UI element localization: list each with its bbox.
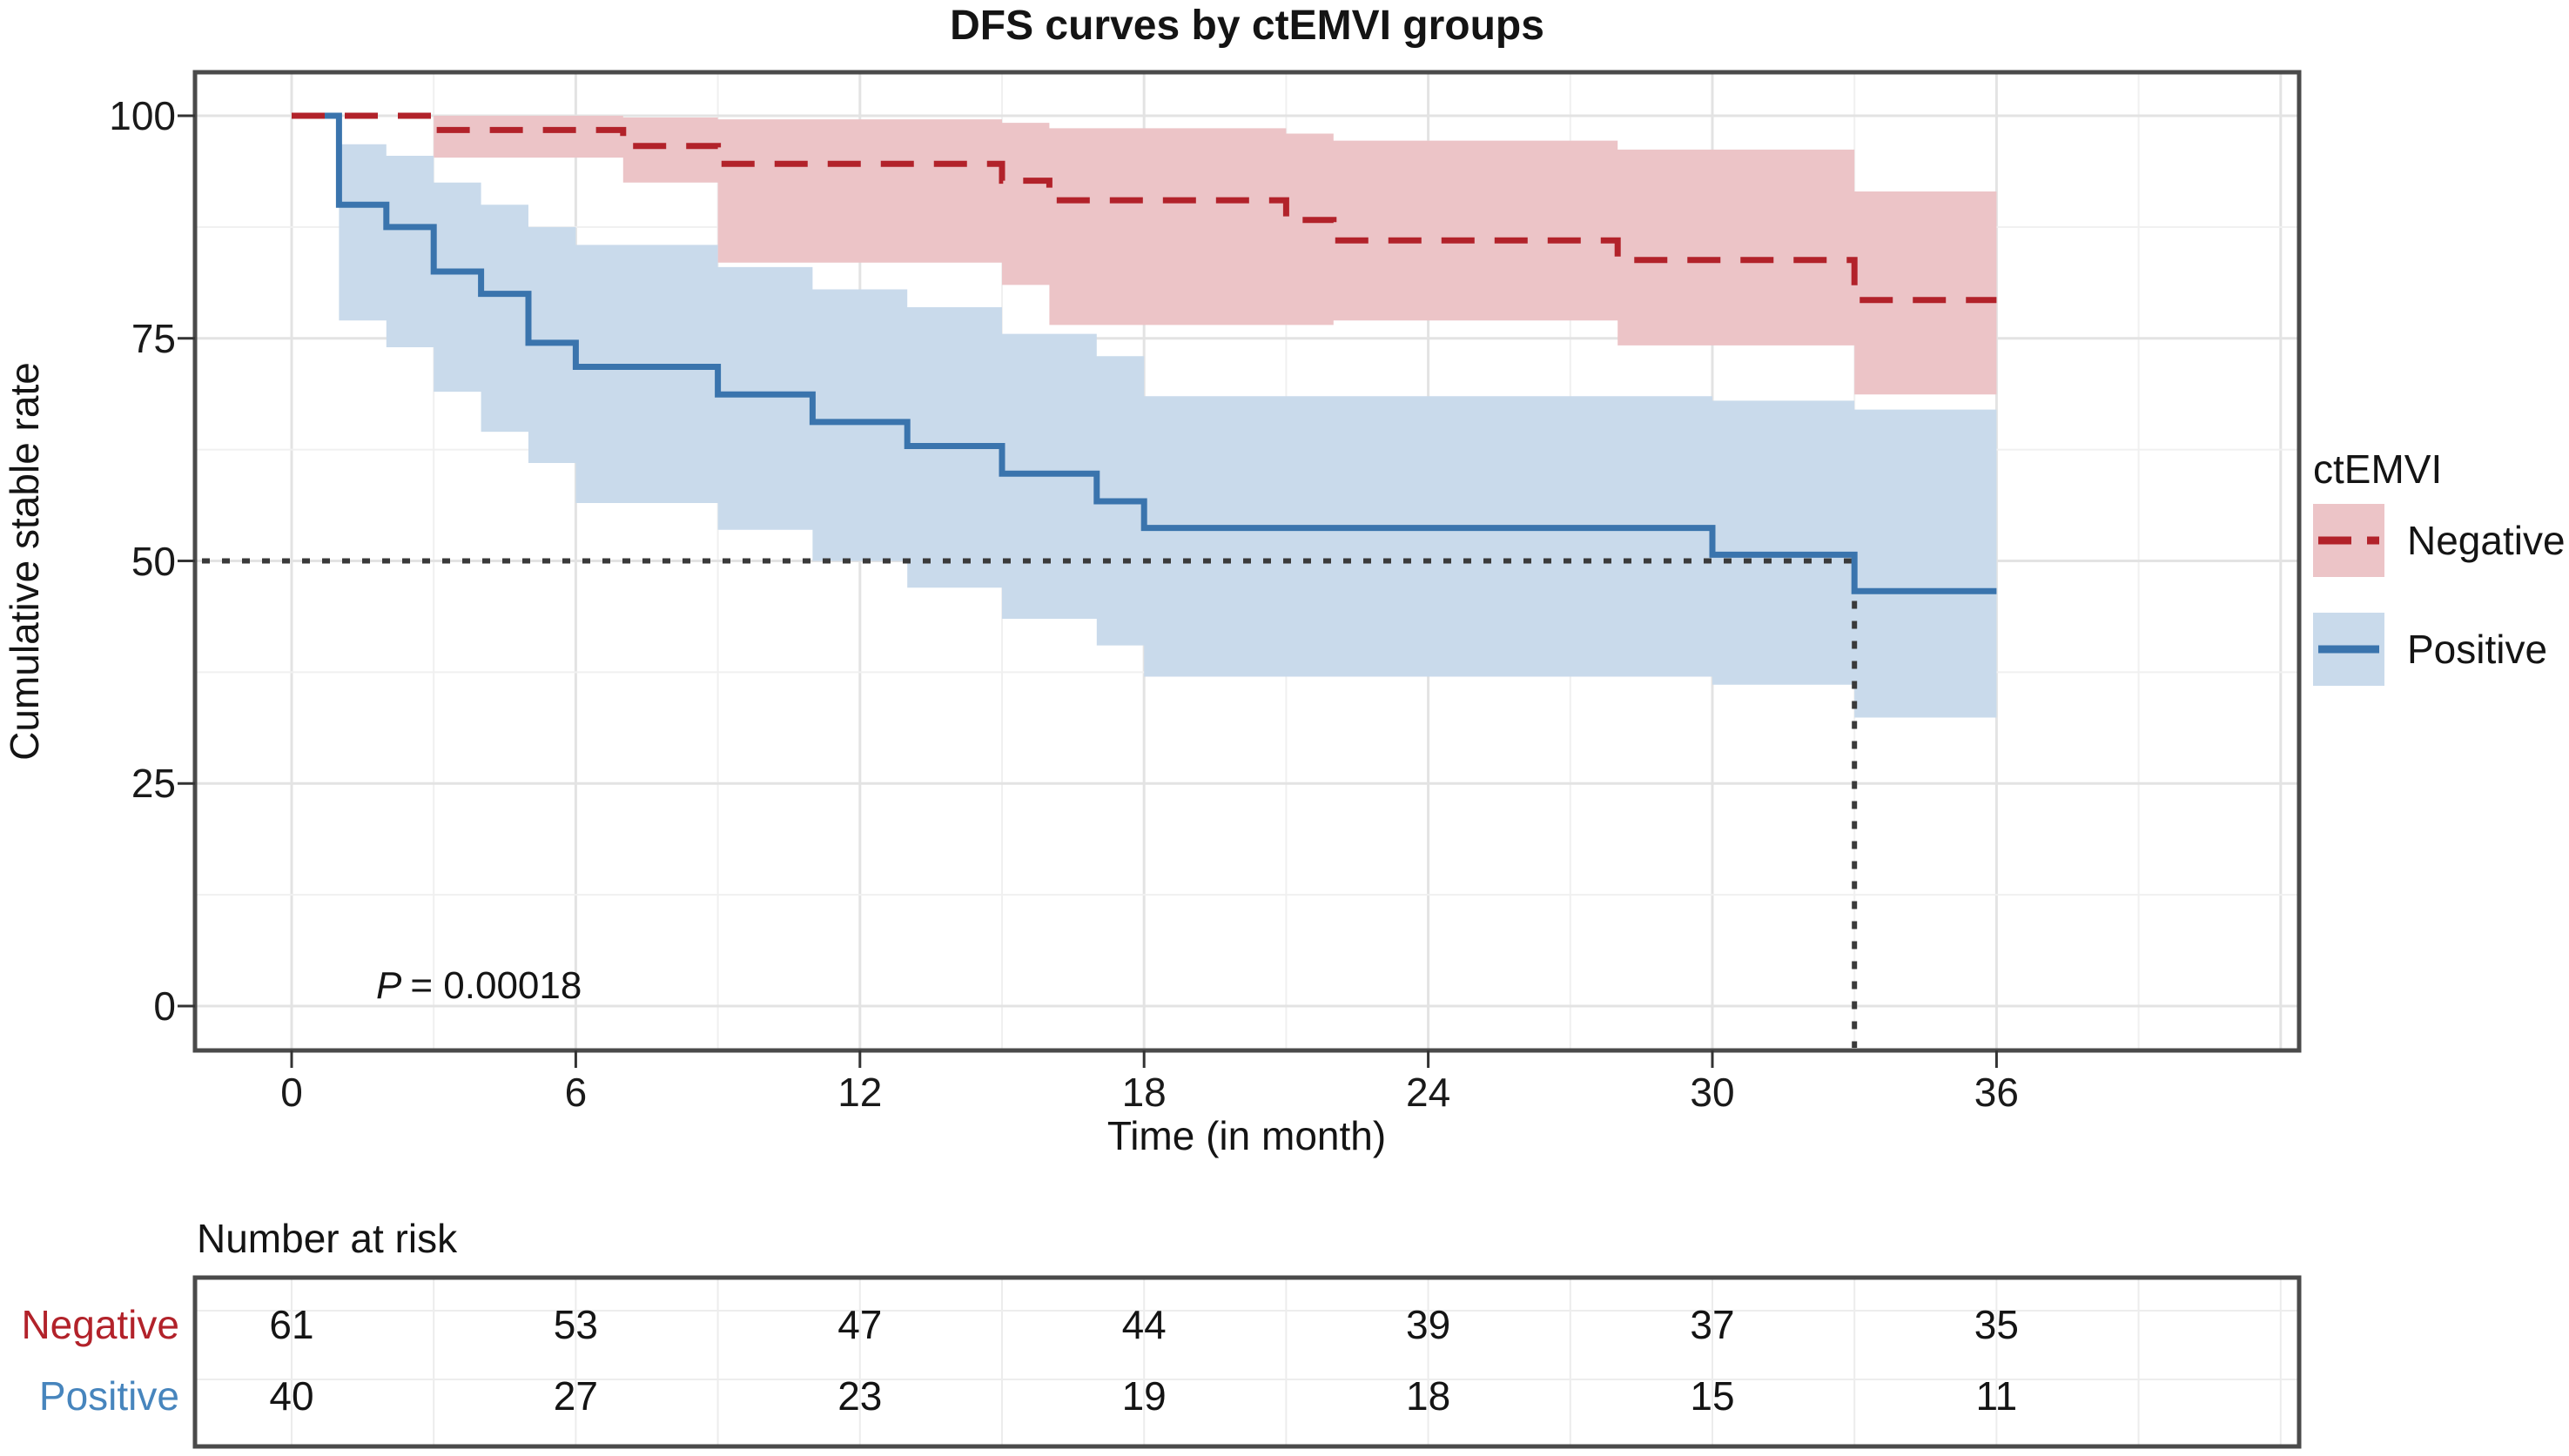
p-value-annotation: P = 0.00018 bbox=[376, 964, 582, 1008]
y-tick-label: 25 bbox=[131, 761, 176, 807]
x-tick-label: 6 bbox=[564, 1070, 588, 1115]
ci-band-negative bbox=[434, 116, 1997, 395]
legend-item-positive: Positive bbox=[2313, 612, 2547, 686]
risk-table-border bbox=[192, 1275, 2302, 1449]
risk-row-label-positive: Positive bbox=[38, 1373, 179, 1419]
x-axis-title: Time (in month) bbox=[1106, 1113, 1387, 1158]
risk-value: 37 bbox=[1690, 1302, 1735, 1347]
risk-value: 15 bbox=[1690, 1373, 1735, 1419]
legend-key-positive-swatch bbox=[2313, 612, 2384, 686]
p-value-number: = 0.00018 bbox=[410, 964, 582, 1007]
risk-table-background bbox=[195, 1278, 2299, 1446]
risk-value: 61 bbox=[269, 1302, 314, 1347]
risk-value: 40 bbox=[269, 1373, 314, 1419]
x-tick-label: 18 bbox=[1121, 1070, 1167, 1115]
x-tick-label: 12 bbox=[837, 1070, 883, 1115]
risk-value: 27 bbox=[553, 1373, 598, 1419]
x-tick-label: 0 bbox=[280, 1070, 303, 1115]
y-tick-label: 75 bbox=[131, 315, 176, 361]
p-value-symbol: P bbox=[376, 964, 402, 1007]
risk-table-title: Number at risk bbox=[197, 1216, 458, 1261]
x-tick-label: 36 bbox=[1974, 1070, 2019, 1115]
risk-value: 19 bbox=[1121, 1373, 1167, 1419]
risk-value: 53 bbox=[553, 1302, 598, 1347]
risk-value: 11 bbox=[1975, 1373, 2018, 1419]
y-tick-label: 50 bbox=[131, 538, 176, 584]
x-tick-label: 24 bbox=[1406, 1070, 1451, 1115]
solid-line-icon bbox=[2318, 645, 2379, 653]
risk-value: 18 bbox=[1406, 1373, 1451, 1419]
ci-band-positive bbox=[339, 144, 1997, 718]
y-tick-label: 0 bbox=[153, 983, 176, 1029]
risk-value: 39 bbox=[1406, 1302, 1451, 1347]
risk-value: 35 bbox=[1974, 1302, 2019, 1347]
legend-label-negative: Negative bbox=[2407, 518, 2566, 563]
dashed-line-icon bbox=[2318, 536, 2379, 545]
legend-label-positive: Positive bbox=[2407, 626, 2548, 672]
risk-value: 47 bbox=[837, 1302, 883, 1347]
km-curve-negative bbox=[292, 112, 1997, 304]
y-tick-label: 100 bbox=[109, 93, 176, 138]
chart-title: DFS curves by ctEMVI groups bbox=[950, 3, 1544, 49]
legend-item-negative: Negative bbox=[2313, 504, 2566, 577]
risk-value: 23 bbox=[837, 1373, 883, 1419]
legend-title: ctEMVI bbox=[2313, 446, 2443, 492]
km-curve-positive bbox=[292, 112, 1997, 594]
risk-value: 44 bbox=[1121, 1302, 1167, 1347]
risk-row-label-negative: Negative bbox=[21, 1302, 179, 1347]
legend-key-negative-swatch bbox=[2313, 504, 2384, 577]
x-tick-label: 30 bbox=[1690, 1070, 1735, 1115]
